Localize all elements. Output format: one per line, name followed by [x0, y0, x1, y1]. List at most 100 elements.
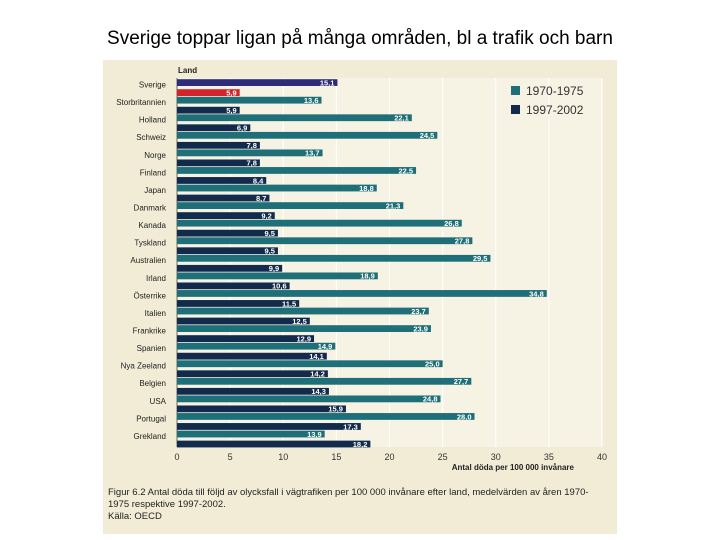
bar-1997-2002	[177, 405, 346, 413]
data-label-1970-1975: 24,5	[420, 131, 435, 140]
data-label-1970-1975: 23,7	[411, 307, 426, 316]
bar-1970-1975	[177, 377, 472, 385]
data-label-1997-2002: 8,4	[253, 176, 264, 185]
data-label-1970-1975: 23,9	[413, 324, 428, 333]
data-label-1970-1975: 22,1	[394, 114, 409, 123]
bar-1997-2002	[177, 423, 361, 430]
category-label: USA	[150, 397, 167, 406]
category-label: Irland	[146, 274, 166, 283]
bar-1970-1975	[177, 79, 338, 86]
x-tick-label: 5	[228, 452, 233, 462]
data-label-1970-1975: 13,9	[307, 430, 322, 439]
data-label-1997-2002: 9,5	[265, 247, 275, 256]
figure-caption: Figur 6.2 Antal döda till följd av olyck…	[108, 487, 608, 523]
data-label-1970-1975: 18,9	[360, 272, 375, 281]
category-label: Nya Zeeland	[121, 362, 166, 371]
data-label-1997-2002: 6,9	[237, 124, 247, 133]
slide-title: Sverige toppar ligan på många områden, b…	[107, 28, 613, 49]
bar-1997-2002	[177, 335, 315, 342]
bar-1970-1975	[177, 307, 429, 315]
data-label-1970-1975: 18,8	[359, 184, 374, 193]
bar-1997-2002	[177, 106, 240, 114]
data-label-1970-1975: 21,3	[386, 201, 401, 210]
data-label-1997-2002: 7,8	[246, 141, 256, 150]
data-label-1970-1975: 26,8	[444, 219, 459, 228]
data-label-1997-2002: 5,9	[226, 88, 236, 97]
bar-1997-2002	[177, 177, 267, 184]
x-tick-label: 10	[278, 452, 288, 462]
bar-1970-1975	[177, 131, 438, 139]
bar-1997-2002	[177, 124, 251, 132]
data-label-1970-1975: 15,1	[320, 78, 335, 87]
data-label-1997-2002: 14,3	[311, 387, 326, 396]
category-label: Japan	[144, 186, 166, 195]
category-label: Finland	[140, 168, 166, 177]
data-label-1997-2002: 9,9	[269, 264, 279, 273]
x-tick-label: 15	[331, 452, 341, 462]
bar-1997-2002	[177, 370, 328, 378]
data-label-1997-2002: 7,8	[246, 159, 256, 168]
bar-1997-2002	[177, 387, 329, 395]
legend-swatch	[511, 105, 520, 114]
bar-1970-1975	[177, 413, 475, 420]
data-label-1970-1975: 25,0	[425, 360, 440, 369]
category-label: Australien	[130, 256, 166, 265]
bar-1970-1975	[177, 96, 322, 104]
data-label-1970-1975: 24,8	[423, 395, 438, 404]
category-header: Land	[178, 66, 197, 75]
bar-1970-1975	[177, 430, 325, 438]
data-label-1997-2002: 14,1	[309, 352, 324, 361]
data-label-1997-2002: 14,2	[310, 370, 325, 379]
data-label-1997-2002: 5,9	[226, 106, 236, 115]
bar-1970-1975	[177, 395, 441, 403]
figure-panel: 0 5 10 15 20 25 30 35 40 Land Sverige 15,1 5,9 Storbr…	[103, 60, 617, 534]
bar-1970-1975	[177, 114, 412, 122]
bar-1997-2002	[177, 264, 283, 272]
bar-1997-2002	[177, 300, 300, 307]
data-label-1970-1975: 34,8	[529, 289, 544, 298]
data-label-1970-1975: 13,6	[304, 96, 319, 105]
bar-1970-1975	[177, 342, 336, 350]
x-tick-label: 30	[491, 452, 501, 462]
bar-1970-1975	[177, 237, 473, 245]
bar-1970-1975	[177, 360, 443, 368]
category-label: Tyskland	[134, 239, 166, 248]
bar-1970-1975	[177, 254, 491, 262]
category-label: Kanada	[138, 221, 166, 230]
data-label-1970-1975: 14,9	[318, 342, 333, 351]
data-label-1970-1975: 13,7	[305, 149, 320, 158]
category-label: Holland	[139, 116, 166, 125]
caption-text: Figur 6.2 Antal döda till följd av olyck…	[108, 487, 589, 510]
bar-1997-2002	[177, 317, 310, 325]
caption-source: Källa: OECD	[108, 511, 162, 522]
category-label: Frankrike	[133, 327, 167, 336]
category-label: Spanien	[137, 344, 166, 353]
bar-1997-2002	[177, 440, 371, 448]
bar-1997-2002	[177, 141, 260, 149]
bar-1997-2002	[177, 247, 278, 255]
bar-chart: 0 5 10 15 20 25 30 35 40 Land Sverige 15,1 5,9 Storbr…	[116, 66, 607, 472]
data-label-1970-1975: 27,7	[454, 377, 469, 386]
bar-1997-2002	[177, 194, 270, 202]
data-label-1997-2002: 12,5	[292, 317, 307, 326]
legend-swatch	[511, 86, 520, 95]
data-label-1970-1975: 28,0	[457, 412, 472, 421]
data-label-1970-1975: 22,5	[398, 166, 413, 175]
data-label-1997-2002: 18,2	[353, 440, 368, 449]
bar-1997-2002	[177, 159, 260, 167]
category-label: Storbritannien	[116, 98, 166, 107]
bar-1970-1975	[177, 167, 417, 174]
category-label: Belgien	[139, 379, 166, 388]
category-label: Österrike	[134, 291, 167, 300]
x-tick-label: 35	[544, 452, 554, 462]
data-label-1970-1975: 27,8	[455, 237, 470, 246]
x-tick-label: 25	[438, 452, 448, 462]
data-label-1997-2002: 12,9	[296, 334, 311, 343]
bar-1970-1975	[177, 325, 431, 332]
data-label-1997-2002: 17,3	[343, 422, 358, 431]
data-label-1997-2002: 9,5	[265, 229, 275, 238]
data-label-1997-2002: 15,9	[328, 405, 343, 414]
bar-1997-2002	[177, 89, 240, 96]
data-label-1970-1975: 29,5	[473, 254, 488, 263]
category-label: Norge	[144, 151, 166, 160]
